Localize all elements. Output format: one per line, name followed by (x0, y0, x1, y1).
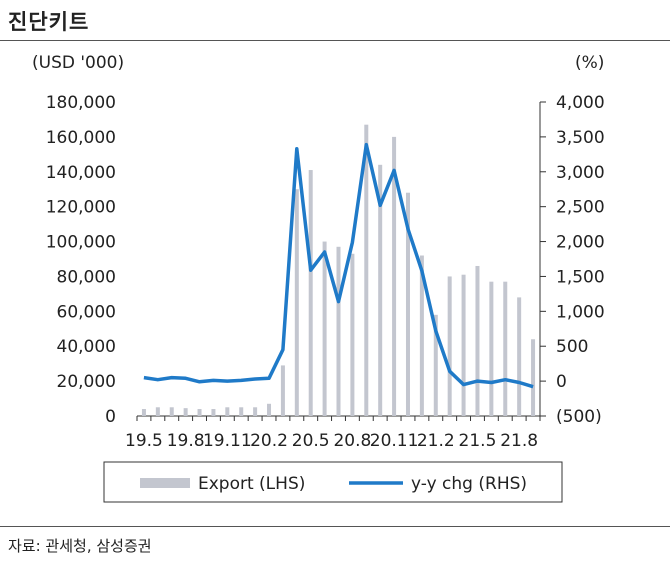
export-bar (392, 136, 397, 416)
x-tick-label: 20.2 (250, 431, 288, 451)
page-title: 진단키트 (8, 10, 90, 34)
x-tick-label: 20.5 (292, 431, 330, 451)
export-bar (419, 255, 424, 416)
top-divider (0, 40, 670, 41)
export-bar (308, 170, 313, 416)
x-tick-label: 21.8 (500, 431, 538, 451)
export-bar (155, 407, 160, 416)
chart: (USD '000) (%) 0 20,000 40,000 60,000 80,000… (32, 53, 605, 503)
left-tick-label: 20,000 (57, 372, 116, 392)
export-bar (294, 189, 299, 416)
export-bar (475, 265, 480, 416)
left-tick-label: 140,000 (46, 163, 116, 183)
export-bar (267, 403, 272, 416)
right-tick-label: 0 (556, 372, 567, 392)
export-bar (447, 276, 452, 416)
export-bar (433, 314, 438, 416)
legend-yoy-label: y-y chg (RHS) (411, 474, 527, 494)
export-bar (280, 365, 285, 416)
x-tick-label: 19.11 (203, 431, 252, 451)
x-tick-label: 20.8 (333, 431, 371, 451)
export-bar (503, 281, 508, 416)
export-bar (531, 339, 536, 416)
left-tick-label: 80,000 (57, 267, 116, 287)
left-tick-label: 40,000 (57, 337, 116, 357)
export-bar (489, 281, 494, 416)
right-tick-label: 1,000 (556, 302, 605, 322)
export-bar (141, 409, 146, 416)
left-tick-label: 180,000 (46, 93, 116, 113)
export-bar (336, 246, 341, 416)
x-tick-label: 21.2 (417, 431, 455, 451)
right-unit-label: (%) (575, 53, 604, 73)
right-tick-label: (500) (556, 407, 602, 427)
export-bar (461, 274, 466, 416)
legend-export-label: Export (LHS) (198, 474, 305, 494)
x-tick-label: 19.5 (125, 431, 163, 451)
left-axis-ticks: 0 20,000 40,000 60,000 80,000 100,000 120,000 1… (46, 93, 116, 427)
legend-export-swatch (140, 478, 190, 488)
export-bar (350, 253, 355, 416)
export-bar (253, 407, 258, 416)
right-tick-label: 2,500 (556, 198, 605, 218)
right-tick-label: 3,500 (556, 128, 605, 148)
export-bar (197, 409, 202, 416)
x-tick-label: 20.11 (370, 431, 419, 451)
right-tick-label: 1,500 (556, 267, 605, 287)
left-tick-label: 100,000 (46, 233, 116, 253)
x-tick-label: 19.8 (167, 431, 205, 451)
x-tick-label: 21.5 (459, 431, 497, 451)
yoy-change-line (143, 142, 534, 389)
left-tick-label: 60,000 (57, 302, 116, 322)
right-tick-label: 2,000 (556, 233, 605, 253)
export-bar (322, 241, 327, 416)
export-bar (364, 124, 369, 416)
left-tick-label: 120,000 (46, 198, 116, 218)
export-bar (378, 164, 383, 416)
right-tick-label: 4,000 (556, 93, 605, 113)
export-bar (405, 192, 410, 416)
right-axis-ticks: (500) 0 500 1,000 1,500 2,000 2,500 3,000 3,500 4… (540, 93, 605, 427)
left-tick-label: 0 (105, 407, 116, 427)
export-bar (169, 407, 174, 416)
export-bar (183, 408, 188, 416)
right-tick-label: 500 (556, 337, 588, 357)
export-bar (211, 409, 216, 416)
source-note: 자료: 관세청, 삼성증권 (8, 537, 152, 555)
export-bar (225, 407, 230, 416)
bottom-divider (0, 526, 670, 527)
export-bars (141, 124, 536, 416)
left-unit-label: (USD '000) (32, 53, 124, 73)
left-tick-label: 160,000 (46, 128, 116, 148)
export-bar (239, 407, 244, 416)
right-tick-label: 3,000 (556, 163, 605, 183)
export-bar (517, 297, 522, 416)
